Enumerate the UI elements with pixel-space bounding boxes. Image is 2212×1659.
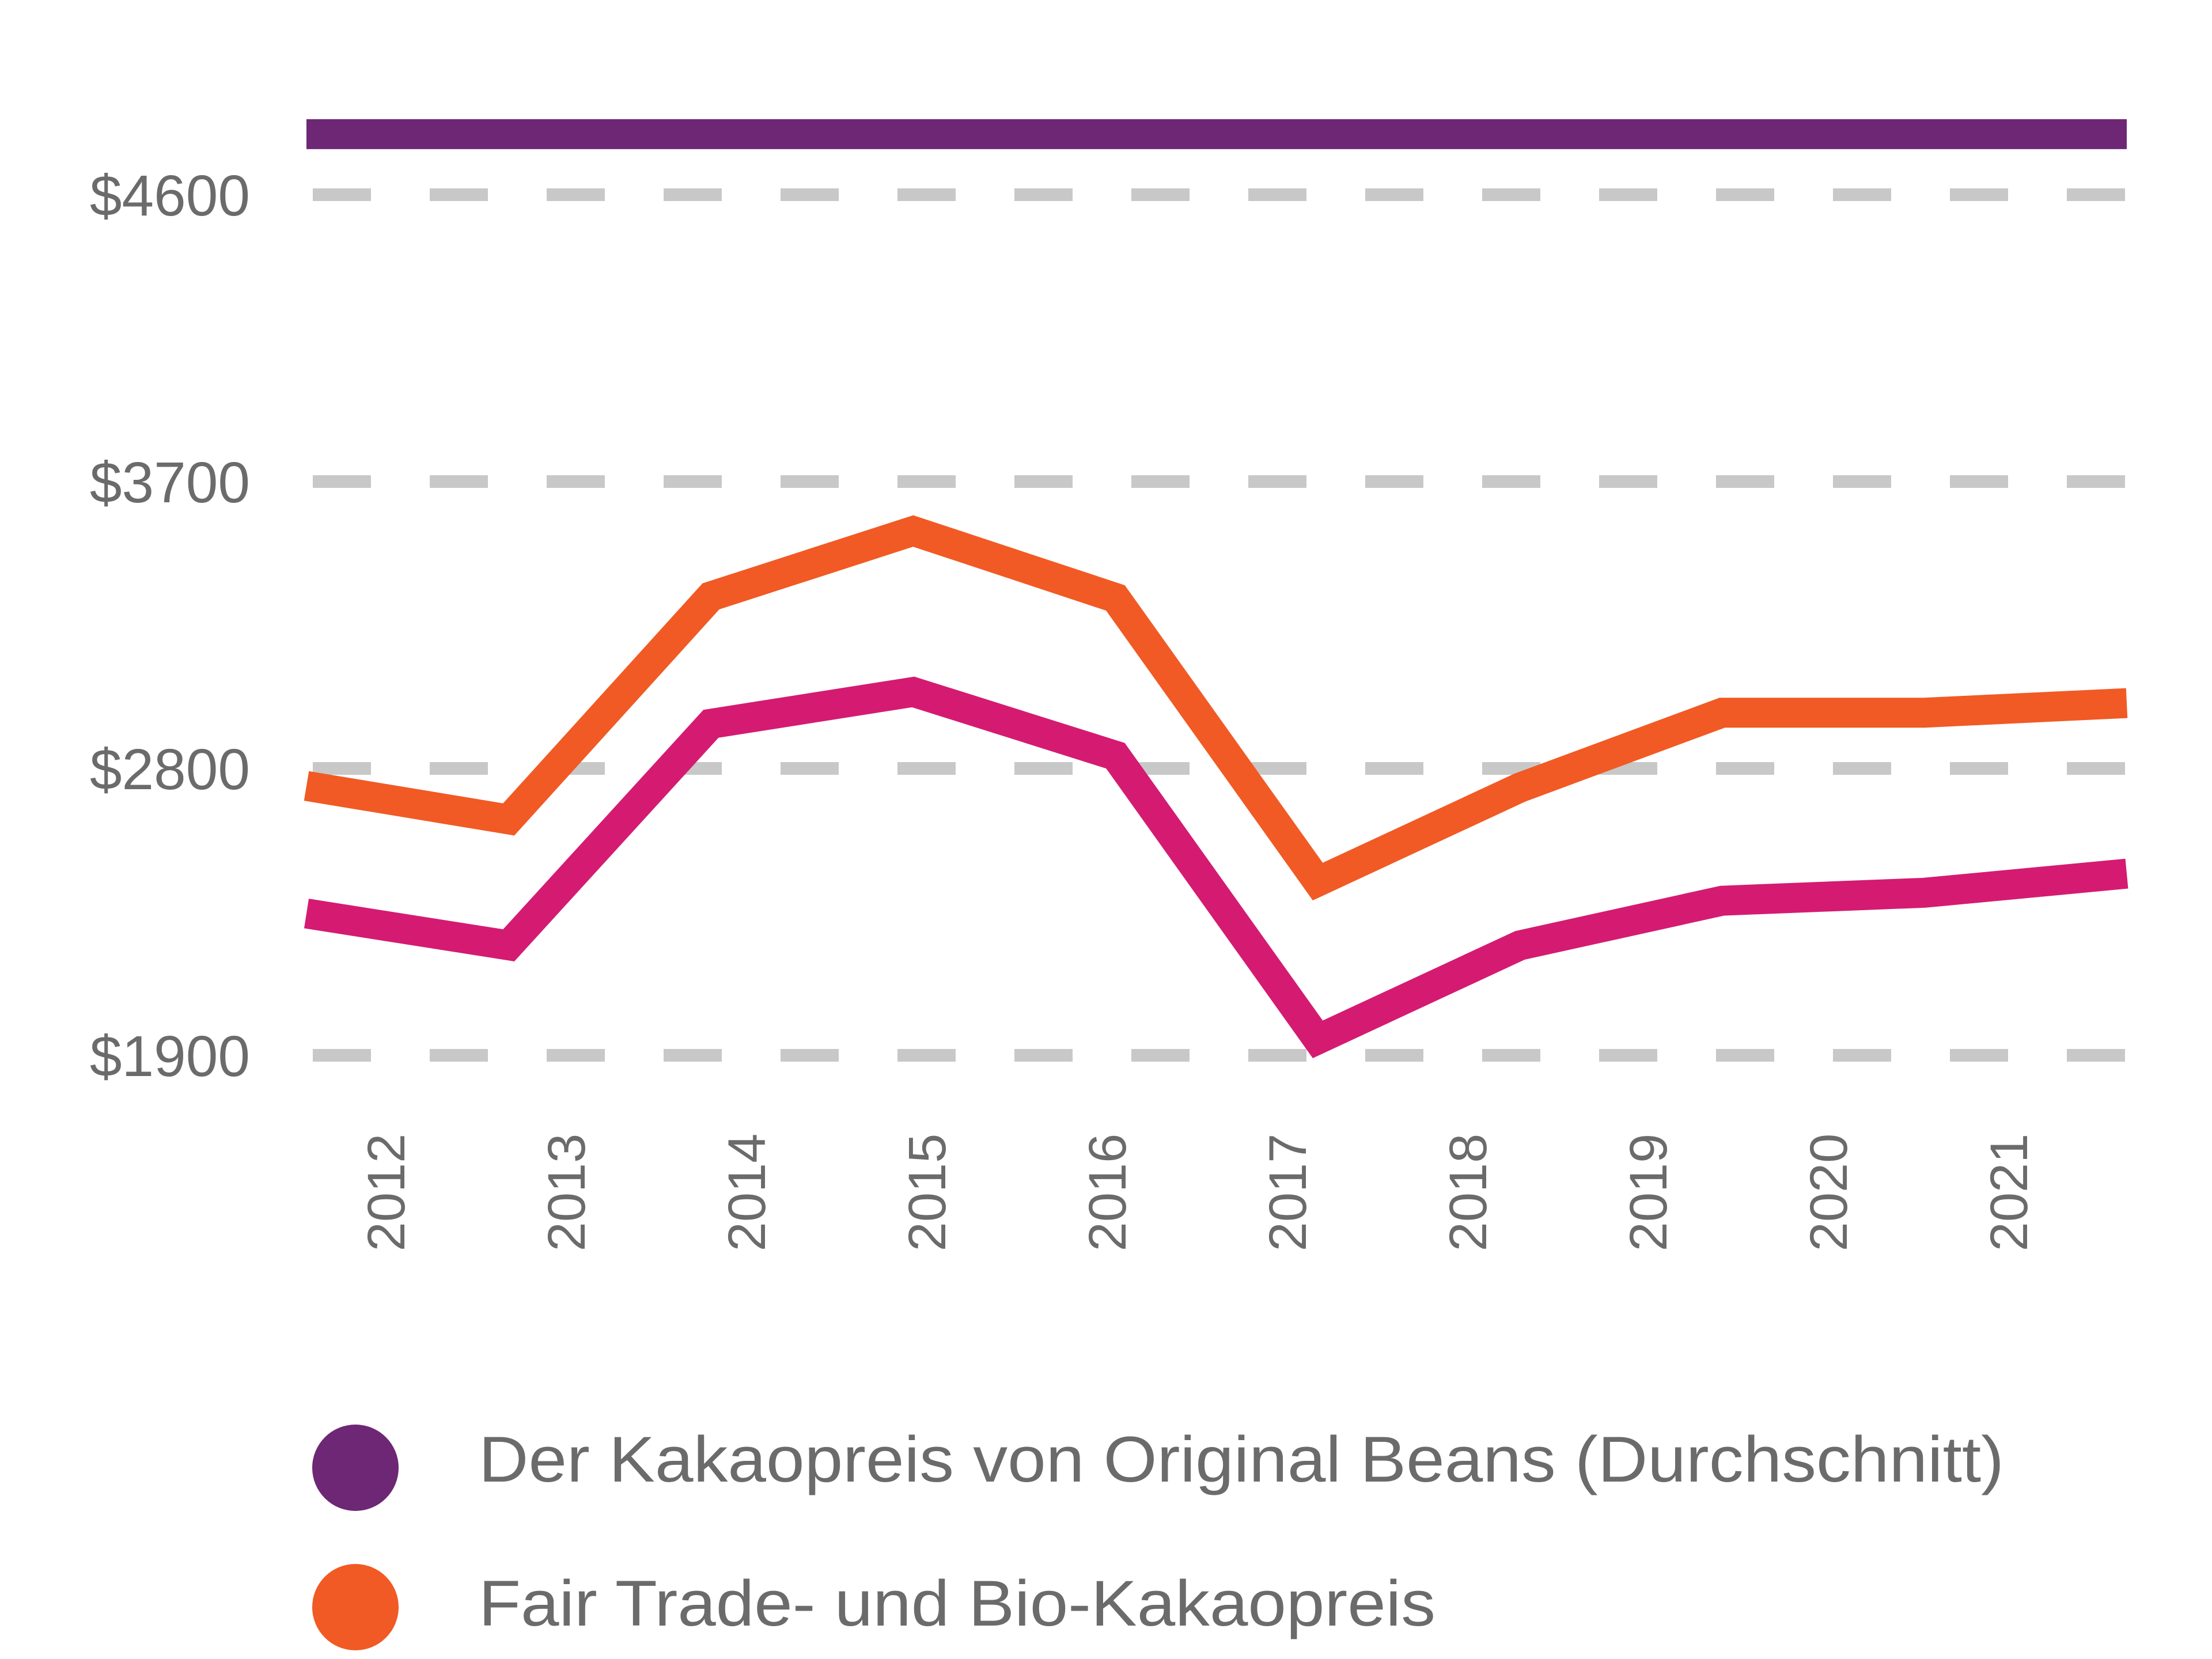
x-tick-label: 2014 [718, 1134, 777, 1252]
y-tick-label: $1900 [90, 1024, 250, 1089]
x-axis: 2012 2013 2014 2015 2016 2017 2018 2019 … [357, 1134, 2039, 1252]
x-tick-label: 2013 [537, 1134, 596, 1252]
y-tick-label: $2800 [90, 737, 250, 802]
legend: Der Kakaopreis von Original Beans (Durch… [312, 1423, 2004, 1650]
x-tick-label: 2012 [357, 1134, 416, 1252]
y-tick-label: $4600 [90, 164, 250, 228]
legend-dot-icon [312, 1564, 399, 1650]
legend-item-fair-trade-bio: Fair Trade- und Bio-Kakaopreis [312, 1564, 1435, 1650]
series-line-magenta [304, 676, 2128, 1058]
x-tick-label: 2016 [1078, 1134, 1137, 1252]
y-axis: $4600 $3700 $2800 $1900 [90, 164, 250, 1089]
x-tick-label: 2019 [1619, 1134, 1678, 1252]
x-tick-label: 2017 [1259, 1134, 1317, 1252]
y-tick-label: $3700 [90, 450, 250, 515]
legend-label: Der Kakaopreis von Original Beans (Durch… [479, 1423, 2004, 1495]
legend-item-original-beans: Der Kakaopreis von Original Beans (Durch… [312, 1423, 2004, 1511]
legend-label: Fair Trade- und Bio-Kakaopreis [479, 1567, 1435, 1639]
series-lines [304, 119, 2128, 1058]
series-line-fair-trade-bio [304, 515, 2128, 901]
x-tick-label: 2018 [1439, 1134, 1498, 1252]
x-tick-label: 2015 [898, 1134, 957, 1252]
legend-dot-icon [312, 1425, 399, 1511]
x-tick-label: 2021 [1980, 1134, 2039, 1252]
x-tick-label: 2020 [1800, 1134, 1858, 1252]
